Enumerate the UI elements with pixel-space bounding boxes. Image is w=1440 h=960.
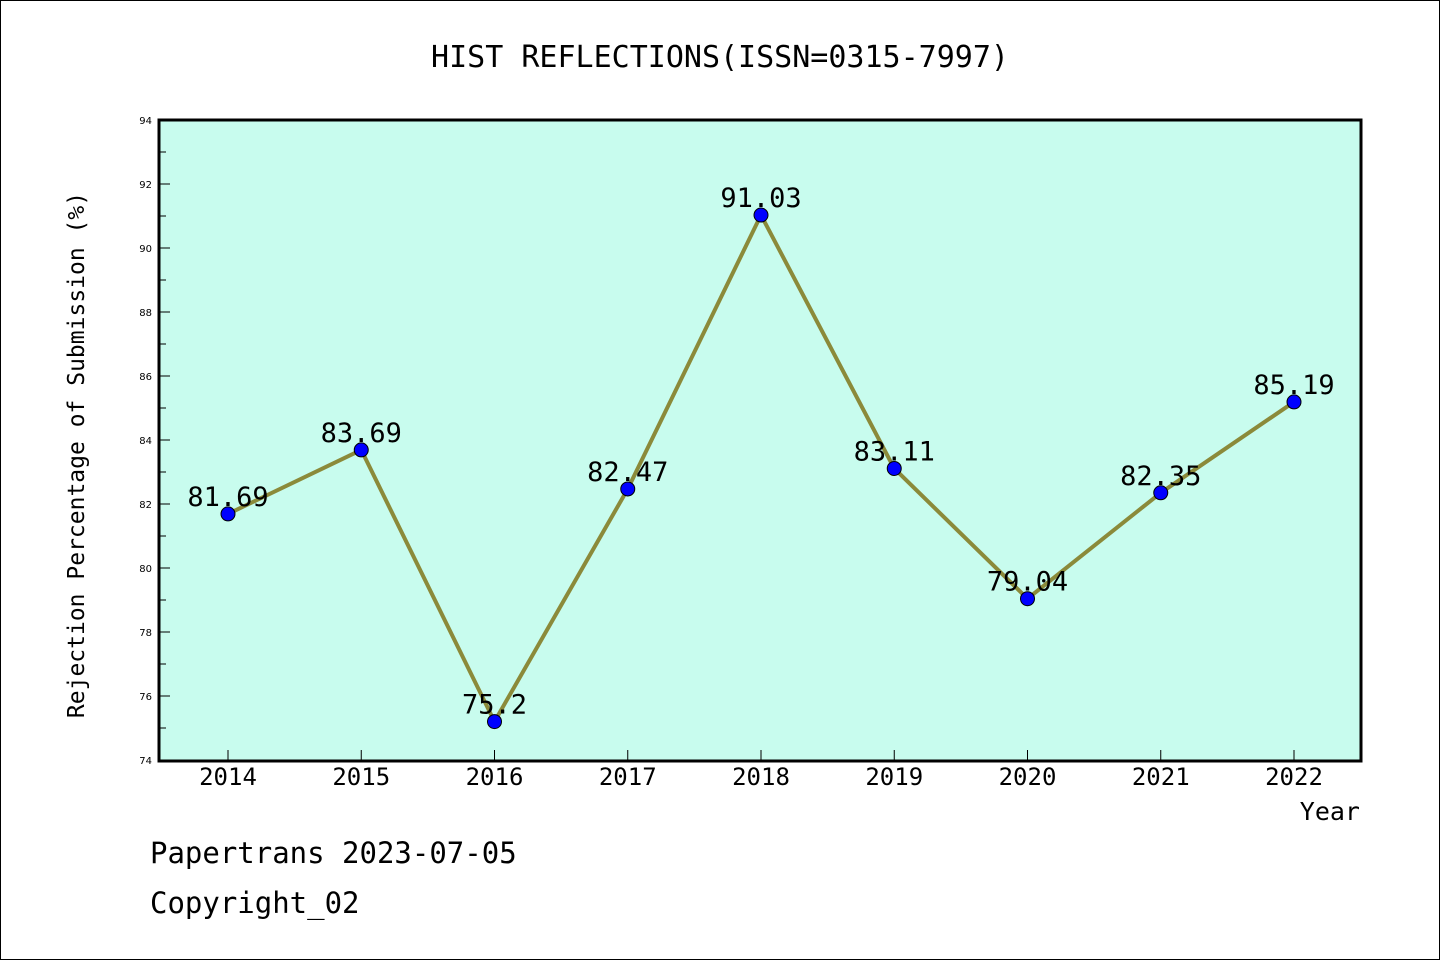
x-tick-label: 2015: [332, 763, 390, 791]
data-label: 91.03: [720, 183, 801, 214]
data-point: [620, 481, 636, 497]
x-tick-label: 2014: [199, 763, 257, 791]
x-axis-label: Year: [1300, 797, 1360, 826]
x-tick-label: 2022: [1265, 763, 1323, 791]
y-axis-label: Rejection Percentage of Submission (%): [64, 192, 90, 718]
data-label: 82.47: [587, 457, 668, 488]
data-point: [886, 460, 902, 476]
y-tick-label: 78: [139, 628, 152, 639]
data-point: [1020, 591, 1035, 607]
data-point: [753, 207, 769, 223]
y-tick-label: 84: [139, 436, 152, 447]
x-tick-label: 2017: [599, 763, 657, 791]
y-tick-label: 88: [139, 308, 152, 319]
y-tick-label: 90: [139, 244, 152, 255]
footer-copyright: Copyright_02: [150, 886, 360, 920]
y-tick-label: 82: [139, 500, 152, 511]
y-tick-labels: 74 76 78 80 82 84 86 88 90 92 94: [139, 116, 152, 767]
data-markers: [220, 207, 1302, 730]
data-label: 81.69: [187, 482, 268, 513]
data-labels: 81.69 83.69 75.2 82.47 91.03 83.11 79.04 82.35 8…: [187, 183, 1334, 721]
data-label: 75.2: [462, 690, 527, 721]
chart-title: HIST REFLECTIONS(ISSN=0315-7997): [431, 40, 1009, 75]
footer-date: Papertrans 2023-07-05: [150, 836, 517, 870]
data-label: 79.04: [987, 567, 1068, 598]
x-tick-label: 2019: [865, 763, 923, 791]
x-tick-label: 2018: [732, 763, 790, 791]
data-point: [353, 442, 369, 458]
x-tick-label: 2021: [1132, 763, 1190, 791]
data-label: 82.35: [1120, 461, 1201, 492]
y-tick-label: 74: [139, 756, 152, 767]
x-tick-label: 2016: [466, 763, 524, 791]
y-tick-label: 92: [139, 180, 152, 191]
x-tick-labels: 2014 2015 2016 2017 2018 2019 2020 2021 2022: [199, 763, 1323, 791]
data-label: 83.11: [854, 436, 935, 467]
x-tick-label: 2020: [999, 763, 1057, 791]
y-tick-label: 80: [139, 564, 152, 575]
y-tick-label: 76: [139, 692, 152, 703]
y-tick-label: 86: [139, 372, 152, 383]
data-label: 85.19: [1253, 370, 1334, 401]
data-point: [220, 506, 236, 522]
data-point: [1286, 394, 1302, 410]
plot-area: [157, 118, 1363, 763]
data-label: 83.69: [321, 418, 402, 449]
axis-ticks: [160, 119, 1295, 761]
y-tick-label: 94: [139, 116, 152, 127]
data-point: [1153, 485, 1169, 501]
data-point: [487, 714, 502, 730]
